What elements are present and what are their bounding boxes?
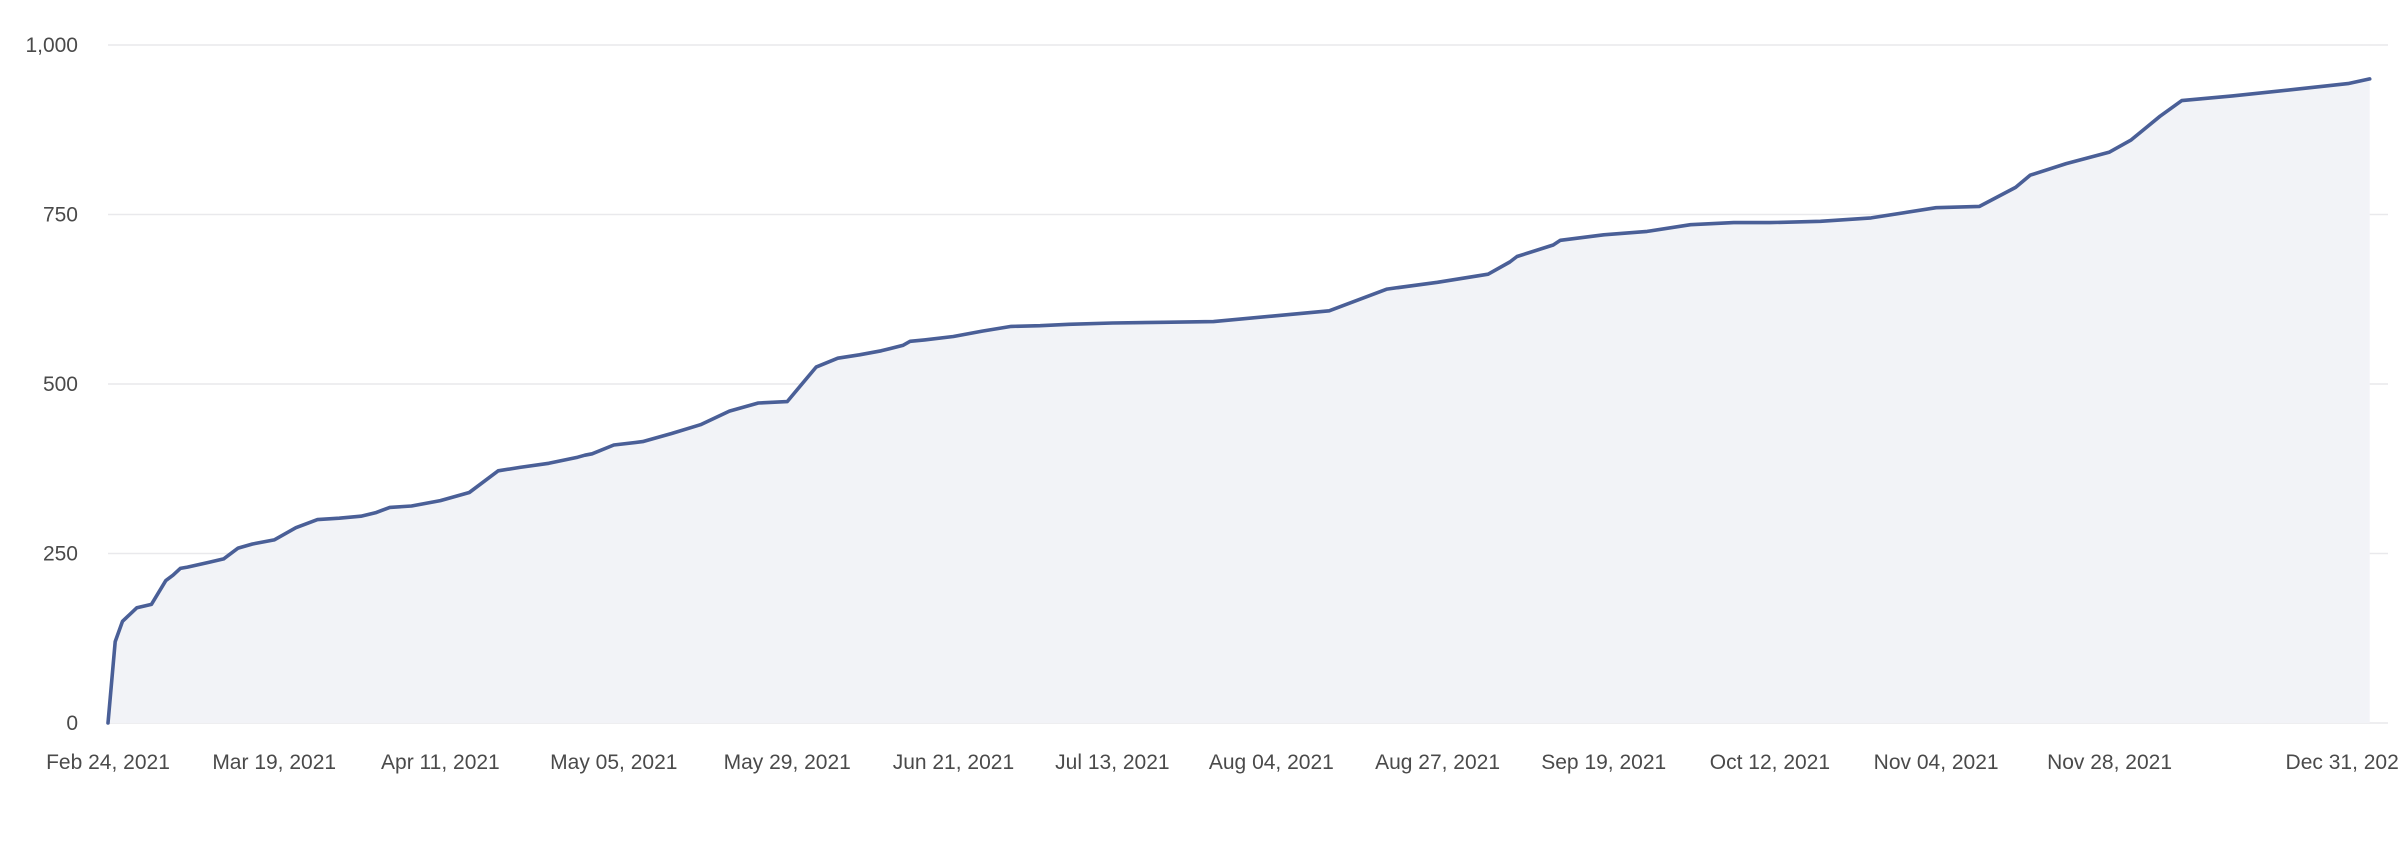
x-tick-label: Aug 04, 2021 bbox=[1209, 751, 1334, 774]
x-tick-label: Nov 28, 2021 bbox=[2047, 751, 2172, 774]
x-axis: Feb 24, 2021 Mar 19, 2021 Apr 11, 2021 May … bbox=[46, 751, 2400, 774]
y-tick-label: 1,000 bbox=[25, 34, 78, 57]
y-tick-label: 250 bbox=[43, 543, 78, 566]
x-tick-label: Jun 21, 2021 bbox=[893, 751, 1014, 774]
y-tick-label: 500 bbox=[43, 373, 78, 396]
x-tick-label: Feb 24, 2021 bbox=[46, 751, 170, 774]
x-tick-label: Dec 31, 2021 bbox=[2286, 751, 2400, 774]
x-tick-label: May 05, 2021 bbox=[550, 751, 677, 774]
series-line-layer bbox=[106, 77, 2372, 725]
series-line bbox=[106, 77, 2372, 725]
y-axis: 0 250 500 750 1,000 bbox=[25, 34, 78, 735]
y-tick-label: 750 bbox=[43, 204, 78, 227]
x-tick-label: Aug 27, 2021 bbox=[1375, 751, 1500, 774]
x-tick-label: Jul 13, 2021 bbox=[1055, 751, 1169, 774]
series-area bbox=[108, 78, 2370, 723]
x-tick-label: May 29, 2021 bbox=[724, 751, 851, 774]
y-tick-label: 0 bbox=[66, 712, 78, 735]
x-tick-label: Oct 12, 2021 bbox=[1710, 751, 1830, 774]
x-tick-label: Sep 19, 2021 bbox=[1541, 751, 1666, 774]
x-tick-label: Mar 19, 2021 bbox=[212, 751, 336, 774]
x-tick-label: Apr 11, 2021 bbox=[381, 751, 500, 774]
x-tick-label: Nov 04, 2021 bbox=[1874, 751, 1999, 774]
series-area-layer bbox=[108, 78, 2370, 723]
